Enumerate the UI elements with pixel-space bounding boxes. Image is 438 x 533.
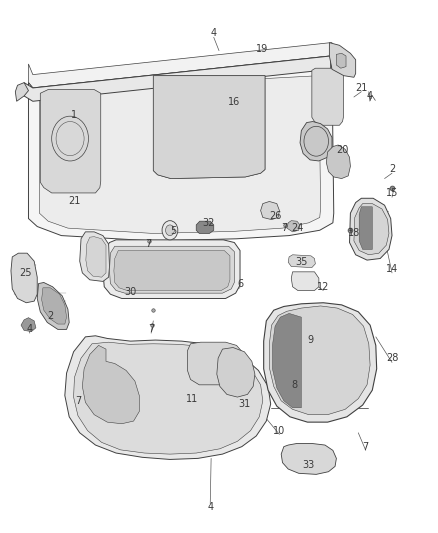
Text: 7: 7 (75, 396, 81, 406)
Polygon shape (15, 83, 28, 101)
Polygon shape (196, 221, 214, 233)
Text: 5: 5 (170, 226, 176, 236)
Text: 4: 4 (27, 325, 33, 334)
Text: 6: 6 (237, 279, 243, 288)
Text: 35: 35 (295, 257, 307, 267)
Polygon shape (312, 68, 343, 125)
Polygon shape (82, 345, 139, 424)
Text: 33: 33 (303, 460, 315, 470)
Text: 21: 21 (68, 197, 81, 206)
Polygon shape (354, 204, 389, 255)
Polygon shape (28, 43, 332, 88)
Text: 32: 32 (202, 218, 214, 228)
Polygon shape (287, 221, 300, 232)
Text: 20: 20 (336, 146, 349, 155)
Text: 4: 4 (211, 28, 217, 38)
Polygon shape (217, 348, 255, 397)
Text: 24: 24 (292, 223, 304, 233)
Polygon shape (359, 207, 372, 249)
Circle shape (162, 221, 178, 240)
Polygon shape (326, 145, 350, 179)
Text: 8: 8 (291, 380, 297, 390)
Polygon shape (110, 246, 234, 293)
Text: 28: 28 (386, 353, 398, 363)
Text: 2: 2 (389, 165, 395, 174)
Polygon shape (21, 318, 36, 332)
Text: 7: 7 (145, 239, 151, 249)
Polygon shape (291, 272, 319, 290)
Text: 1: 1 (71, 110, 78, 119)
Text: 7: 7 (363, 442, 369, 451)
Text: 7: 7 (148, 325, 154, 334)
Text: 14: 14 (386, 264, 398, 274)
Text: 4: 4 (207, 503, 213, 512)
Polygon shape (28, 56, 334, 241)
Polygon shape (74, 342, 263, 454)
Polygon shape (86, 237, 106, 277)
Text: 2: 2 (47, 311, 53, 320)
Polygon shape (114, 251, 230, 290)
Polygon shape (269, 306, 370, 415)
Text: 30: 30 (124, 287, 137, 297)
Text: 16: 16 (228, 98, 240, 107)
Text: 10: 10 (273, 426, 286, 435)
Text: 15: 15 (386, 188, 398, 198)
Text: 21: 21 (355, 83, 367, 93)
Text: 31: 31 (238, 399, 251, 409)
Polygon shape (39, 76, 321, 233)
Polygon shape (24, 56, 331, 101)
Text: 12: 12 (317, 282, 329, 292)
Polygon shape (336, 53, 346, 68)
Text: 25: 25 (19, 268, 32, 278)
Polygon shape (272, 313, 301, 408)
Text: 4: 4 (367, 91, 373, 101)
Polygon shape (65, 336, 271, 459)
Polygon shape (37, 282, 69, 329)
Text: 26: 26 (269, 211, 281, 221)
Text: 9: 9 (307, 335, 313, 345)
Polygon shape (40, 90, 101, 193)
Polygon shape (281, 443, 336, 474)
Polygon shape (261, 201, 279, 220)
Circle shape (166, 225, 174, 236)
Text: 19: 19 (256, 44, 268, 54)
Polygon shape (42, 288, 67, 324)
Polygon shape (153, 76, 265, 179)
Polygon shape (153, 76, 265, 179)
Polygon shape (264, 303, 377, 422)
Text: 18: 18 (348, 229, 360, 238)
Polygon shape (350, 198, 392, 260)
Text: 7: 7 (281, 223, 287, 233)
Polygon shape (187, 342, 245, 385)
Polygon shape (80, 232, 110, 281)
Polygon shape (103, 240, 240, 298)
Polygon shape (329, 43, 356, 77)
Polygon shape (11, 253, 37, 303)
Polygon shape (288, 255, 315, 268)
Polygon shape (300, 122, 332, 161)
Text: 11: 11 (186, 394, 198, 403)
